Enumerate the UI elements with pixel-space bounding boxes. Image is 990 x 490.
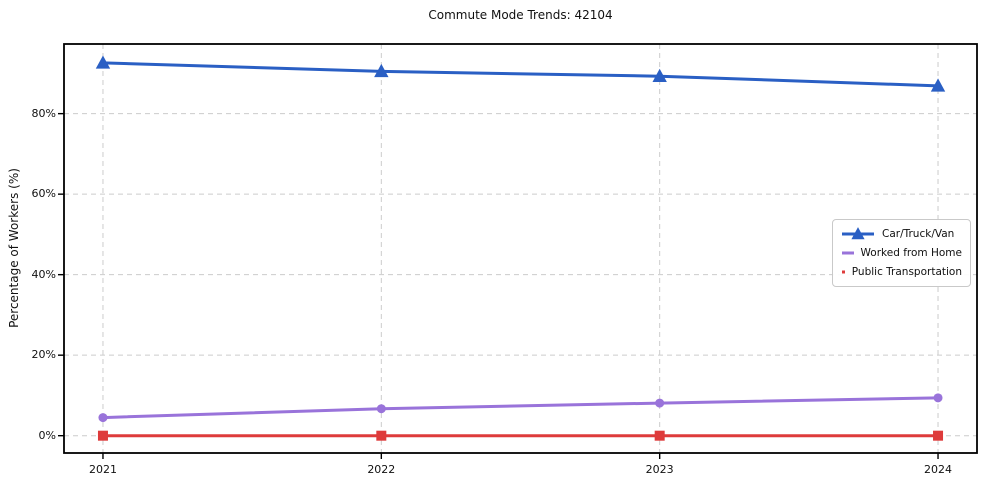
- legend-label: Public Transportation: [851, 266, 962, 278]
- data-point-marker: [654, 430, 665, 441]
- data-point-marker: [655, 398, 665, 408]
- data-point-marker: [98, 413, 108, 423]
- data-point-marker: [930, 78, 946, 92]
- legend-item: Worked from Home: [841, 246, 962, 260]
- legend-marker-icon: [842, 270, 845, 274]
- series-line-car-truck-van: [101, 61, 940, 88]
- legend: Car/Truck/Van Worked from Home Public Tran…: [832, 219, 971, 287]
- legend-label: Worked from Home: [860, 247, 962, 259]
- y-tick-label: 40%: [31, 267, 56, 281]
- data-point-marker: [376, 430, 387, 441]
- data-point-marker: [376, 404, 386, 414]
- data-point-marker: [95, 55, 111, 69]
- x-tick-label: 2021: [88, 463, 117, 476]
- x-tick-label: 2022: [367, 463, 396, 476]
- legend-item: Public Transportation: [841, 265, 962, 279]
- legend-marker-icon: [842, 227, 874, 240]
- x-tick-label: 2023: [645, 463, 674, 476]
- data-point-marker: [97, 430, 108, 441]
- data-point-marker: [933, 430, 944, 441]
- y-tick-label: 0%: [38, 428, 56, 442]
- x-tick-label: 2024: [924, 463, 953, 476]
- legend-label: Car/Truck/Van: [882, 228, 955, 240]
- legend-marker: [851, 227, 865, 240]
- chart-title: Commute Mode Trends: 42104: [428, 8, 613, 22]
- legend-marker-icon: [842, 251, 854, 255]
- data-point-marker: [374, 63, 389, 78]
- series-line-worked-from-home: [101, 396, 940, 420]
- y-tick-label: 20%: [31, 348, 56, 362]
- data-point-marker: [652, 68, 667, 82]
- axes-spines: [63, 43, 978, 454]
- y-tick-label: 60%: [31, 187, 56, 201]
- y-tick-label: 80%: [31, 106, 56, 120]
- legend-item: Car/Truck/Van: [841, 227, 962, 241]
- data-point-marker: [933, 393, 943, 403]
